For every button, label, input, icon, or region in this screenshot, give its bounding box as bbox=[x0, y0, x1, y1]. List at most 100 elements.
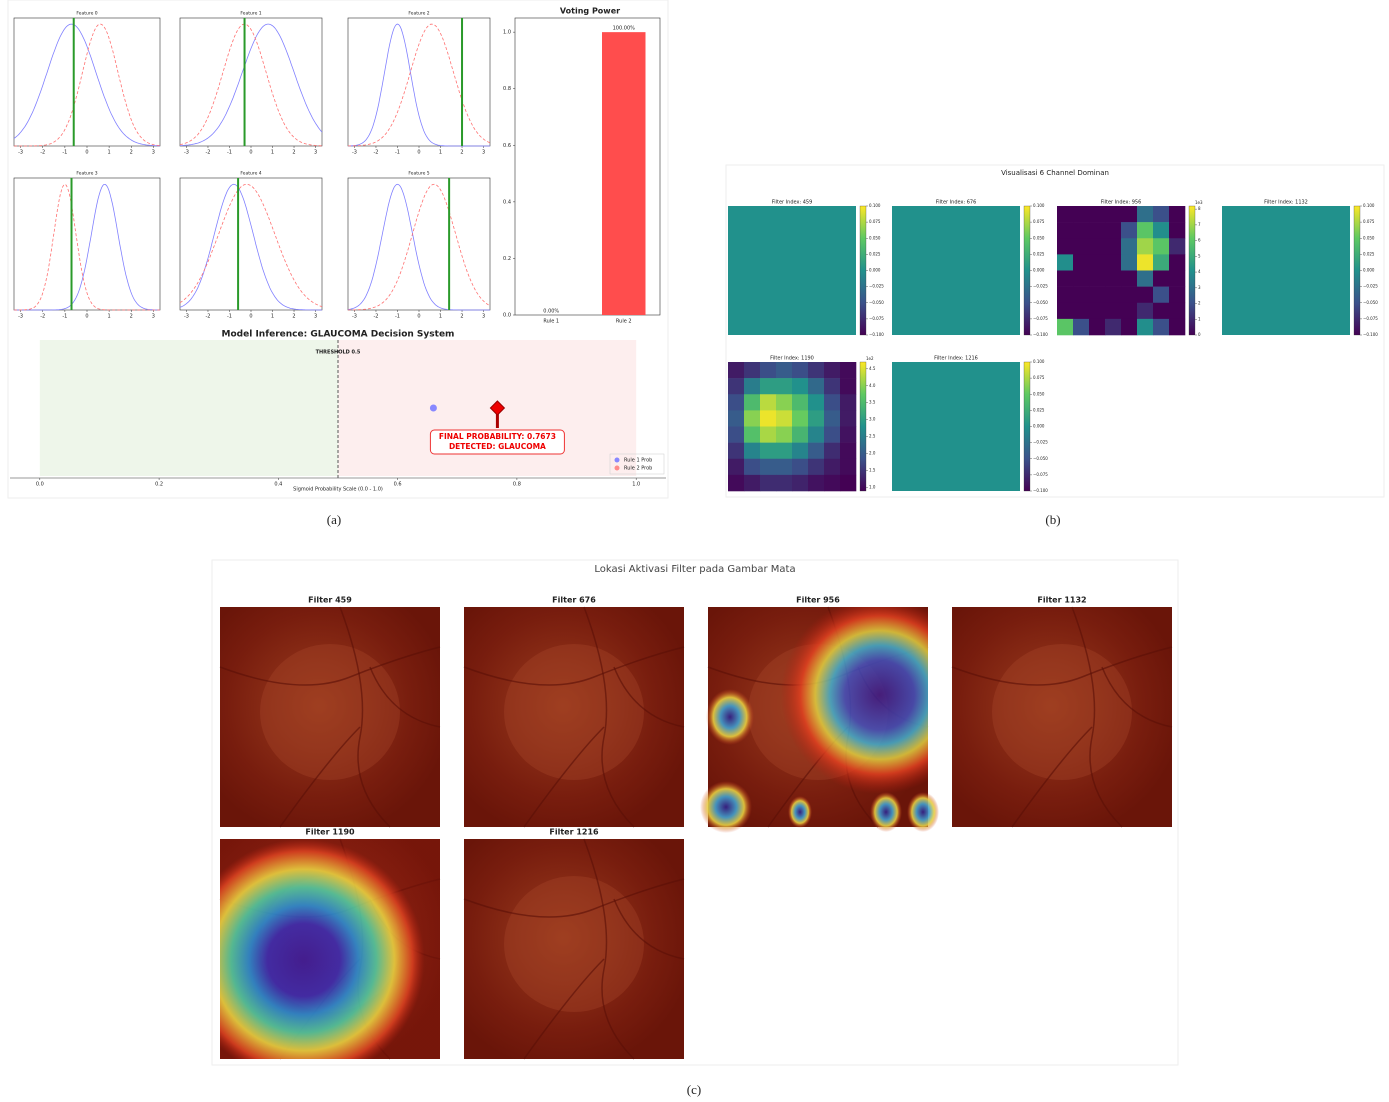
optic-disc bbox=[504, 876, 644, 1012]
x-tick-label: 1.0 bbox=[632, 482, 640, 488]
heatmap-cell bbox=[1057, 206, 1073, 222]
colorbar-tick-label: 0.000 bbox=[1363, 268, 1375, 273]
colorbar bbox=[1354, 206, 1360, 335]
heatmap-cell bbox=[792, 427, 808, 443]
colorbar bbox=[860, 362, 866, 491]
x-tick-label: 2 bbox=[460, 150, 463, 156]
heatmap-cell bbox=[776, 410, 792, 426]
heatmap-cell bbox=[824, 362, 840, 378]
heatmap-cell bbox=[776, 475, 792, 491]
heatmap-cell bbox=[1057, 287, 1073, 303]
heatmap-cell bbox=[1137, 271, 1153, 287]
colorbar-tick-label: 0.025 bbox=[1033, 407, 1045, 412]
heatmap-cell bbox=[1121, 254, 1137, 270]
heatmap-cell bbox=[1169, 303, 1185, 319]
x-tick-label: 2 bbox=[292, 314, 295, 320]
x-tick-label: 3 bbox=[152, 150, 155, 156]
heatmap-cell bbox=[1073, 254, 1089, 270]
colorbar bbox=[860, 206, 866, 335]
x-axis-label: Sigmoid Probability Scale (0.0 - 1.0) bbox=[293, 487, 383, 493]
subplot-title: Feature 0 bbox=[76, 11, 97, 17]
heatmap-cell bbox=[1057, 238, 1073, 254]
image-title: Filter 1132 bbox=[1037, 596, 1086, 605]
safe-region bbox=[40, 340, 338, 476]
heatmap-cell bbox=[808, 475, 824, 491]
heatmap-cell bbox=[1153, 271, 1169, 287]
x-tick-label: 0.2 bbox=[155, 482, 163, 488]
heatmap-cell bbox=[744, 378, 760, 394]
heatmap-cell bbox=[1169, 238, 1185, 254]
heatmap-cell bbox=[840, 362, 856, 378]
colorbar-tick-label: 0.075 bbox=[1363, 219, 1375, 224]
heatmap-cell bbox=[824, 427, 840, 443]
heatmap-cell bbox=[1137, 287, 1153, 303]
heatmap-cell bbox=[744, 427, 760, 443]
heatmap-cell bbox=[824, 459, 840, 475]
heatmap-cell bbox=[840, 459, 856, 475]
heatmap-cell bbox=[1105, 238, 1121, 254]
heatmap-cell bbox=[1169, 206, 1185, 222]
colorbar-tick-label: 0.000 bbox=[1033, 424, 1045, 429]
chart-title: Model Inference: GLAUCOMA Decision Syste… bbox=[222, 330, 455, 340]
optic-disc bbox=[504, 644, 644, 780]
subplot-title: Feature 3 bbox=[76, 171, 97, 177]
x-tick-label: 0.0 bbox=[36, 482, 44, 488]
heatmap-cell bbox=[1169, 287, 1185, 303]
colorbar-tick-label: −0.050 bbox=[1033, 300, 1048, 305]
x-tick-label: 0.8 bbox=[513, 482, 521, 488]
heatmap-cell bbox=[1169, 319, 1185, 335]
subplot-title: Filter Index: 956 bbox=[1101, 200, 1142, 206]
colorbar-tick-label: 2.0 bbox=[869, 451, 876, 456]
x-tick-label: Rule 2 bbox=[616, 319, 632, 325]
x-tick-label: 1 bbox=[271, 314, 274, 320]
heatmap-cell bbox=[760, 410, 776, 426]
heatmap-cell bbox=[1153, 254, 1169, 270]
colorbar-tick-label: 0.100 bbox=[869, 203, 881, 208]
y-tick-label: 0.2 bbox=[503, 256, 511, 262]
x-tick-label: -2 bbox=[373, 314, 378, 320]
x-tick-label: Rule 1 bbox=[543, 319, 559, 325]
activation-blob bbox=[700, 781, 752, 833]
x-tick-label: 1 bbox=[271, 150, 274, 156]
heatmap-cell bbox=[728, 427, 744, 443]
colorbar-tick-label: 3.5 bbox=[869, 400, 876, 405]
heatmap-cell bbox=[1089, 271, 1105, 287]
x-tick-label: 1 bbox=[439, 150, 442, 156]
colorbar-tick-label: 0.025 bbox=[869, 251, 881, 256]
heatmap-cell bbox=[1137, 206, 1153, 222]
value-label: 0.00% bbox=[543, 309, 559, 315]
heatmap-cell bbox=[1105, 271, 1121, 287]
colorbar-tick-label: 0.100 bbox=[1363, 203, 1375, 208]
colorbar-tick-label: −0.025 bbox=[869, 284, 884, 289]
chart-title: Visualisasi 6 Channel Dominan bbox=[1001, 169, 1109, 177]
heatmap-cell bbox=[728, 459, 744, 475]
heatmap-cell bbox=[1169, 254, 1185, 270]
colorbar-tick-label: 3.0 bbox=[869, 417, 876, 422]
colorbar-tick-label: −0.025 bbox=[1033, 284, 1048, 289]
x-tick-label: -2 bbox=[373, 150, 378, 156]
legend-marker bbox=[615, 458, 620, 463]
heatmap-cell bbox=[1057, 254, 1073, 270]
x-tick-label: -3 bbox=[184, 314, 189, 320]
heatmap-cell bbox=[1137, 222, 1153, 238]
heatmap-cell bbox=[792, 443, 808, 459]
x-tick-label: 0 bbox=[85, 314, 88, 320]
heatmap-cell bbox=[1137, 319, 1153, 335]
x-tick-label: 3 bbox=[482, 314, 485, 320]
colorbar-tick-label: 2.5 bbox=[869, 434, 876, 439]
heatmap-cell bbox=[1089, 238, 1105, 254]
heatmap-cell bbox=[744, 410, 760, 426]
heatmap-cell bbox=[1105, 287, 1121, 303]
heatmap-cell bbox=[892, 206, 1020, 335]
heatmap-cell bbox=[1153, 287, 1169, 303]
heatmap-cell bbox=[728, 475, 744, 491]
x-tick-label: 0.4 bbox=[274, 482, 282, 488]
annotation: DETECTED: GLAUCOMA bbox=[449, 442, 546, 451]
heatmap-cell bbox=[760, 427, 776, 443]
heatmap-cell bbox=[1137, 238, 1153, 254]
activation-blob bbox=[788, 796, 812, 828]
colorbar-tick-label: −0.050 bbox=[1033, 456, 1048, 461]
colorbar-tick-label: −0.100 bbox=[1033, 488, 1048, 493]
heatmap-cell bbox=[840, 410, 856, 426]
heatmap-cell bbox=[1169, 222, 1185, 238]
